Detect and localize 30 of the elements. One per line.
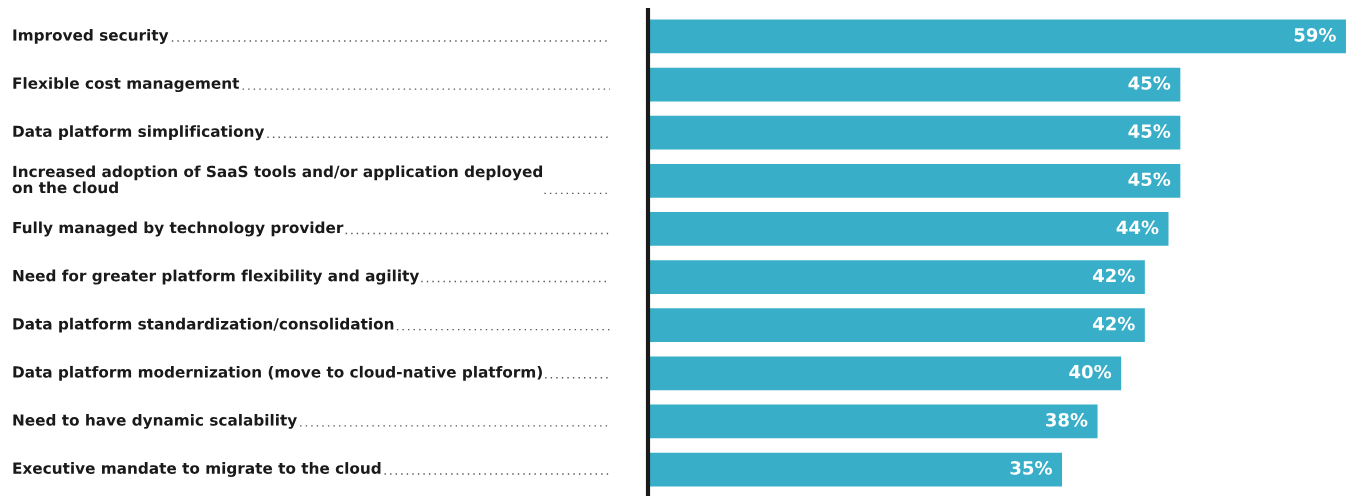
data-label: 40% [1069, 364, 1112, 379]
bar [648, 19, 1346, 54]
data-label: 59% [1294, 28, 1336, 42]
y-tick-label: Increased adoption of SaaS tools and/or application deployed on the cloud [12, 165, 543, 194]
bar [648, 404, 1098, 439]
data-label: 45% [1128, 124, 1171, 138]
bar [648, 260, 1145, 294]
y-tick-label: Executive mandate to migrate to the cloud [13, 462, 381, 477]
data-label: 38% [1046, 413, 1088, 427]
data-label: 42% [1092, 316, 1135, 331]
bar [648, 452, 1063, 487]
data-label: 44% [1116, 220, 1159, 235]
y-tick-label: Data platform modernization (move to cloud-native platform) [13, 365, 542, 381]
y-tick-label: Data platform simplificationy [13, 125, 265, 141]
bar [648, 67, 1181, 102]
bar [648, 115, 1181, 150]
y-tick-label: Improved security [13, 29, 169, 44]
bar [648, 356, 1122, 391]
bar [648, 163, 1181, 198]
y-tick-label: Need to have dynamic scalability [13, 413, 297, 429]
data-label: 45% [1128, 172, 1171, 187]
y-tick-label: Fully managed by technology provider [13, 221, 344, 237]
bar [648, 212, 1169, 246]
y-tick-label: Need for greater platform flexibility and agility [13, 269, 420, 285]
data-label: 42% [1092, 268, 1135, 283]
y-tick-label: Data platform standardization/consolidation [13, 317, 394, 333]
bar [648, 308, 1145, 343]
data-label: 45% [1128, 76, 1171, 90]
y-tick-label: Flexible cost management [13, 77, 240, 93]
data-label: 35% [1010, 461, 1052, 475]
